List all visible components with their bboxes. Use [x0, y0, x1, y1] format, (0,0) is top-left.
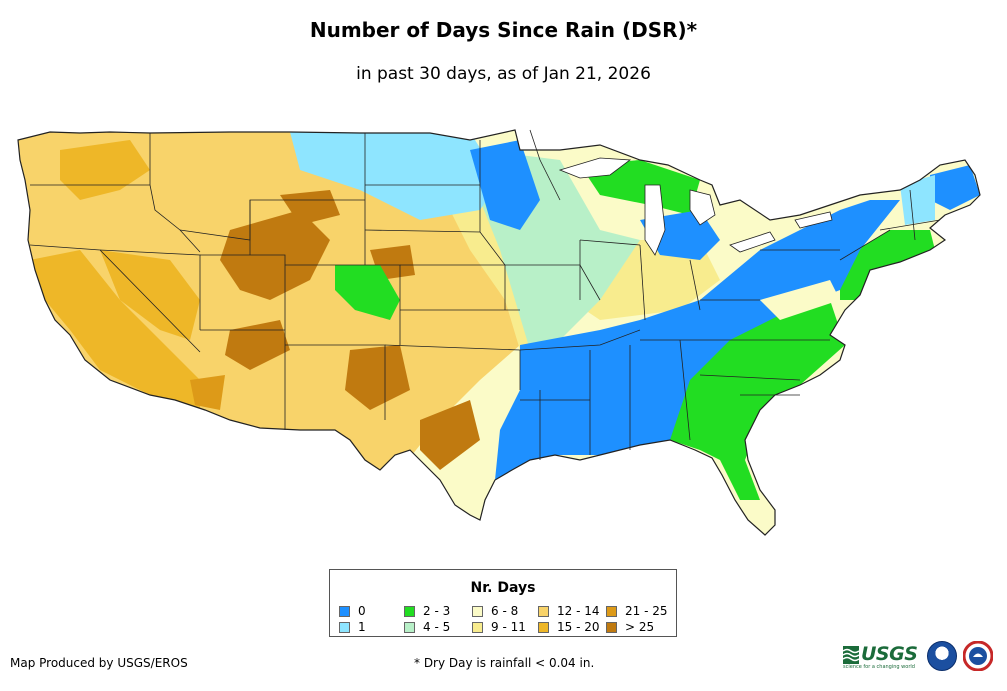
noaa-logo-icon: [927, 641, 957, 671]
legend-title: Nr. Days: [470, 580, 536, 596]
dsr-zones: [18, 130, 980, 535]
zone-15-20-california: [30, 250, 200, 410]
lake-superior: [558, 157, 632, 179]
legend-label: 0: [358, 604, 366, 618]
state-borders: [17, 129, 981, 536]
zone-1-north: [290, 132, 500, 220]
zone-0-minnesota: [470, 140, 540, 230]
legend-swatch-4-5: [404, 622, 415, 633]
dry-day-footnote: * Dry Day is rainfall < 0.04 in.: [414, 656, 595, 670]
zone-21-25-patch: [190, 375, 225, 410]
legend-item-gt25: > 25: [606, 621, 654, 634]
zone-gt25-az: [225, 320, 290, 370]
legend-label: 12 - 14: [557, 604, 600, 618]
usgs-tagline: science for a changing world: [843, 664, 915, 670]
lake-michigan: [644, 184, 666, 256]
zone-1-new-england: [900, 175, 935, 225]
legend-item-9-11: 9 - 11: [472, 621, 526, 634]
zone-6-8-southeast: [760, 280, 840, 320]
legend-label: 6 - 8: [491, 604, 519, 618]
usgs-wave-icon: [843, 646, 859, 664]
great-lakes: [558, 157, 833, 256]
nws-logo-icon: [963, 641, 993, 671]
legend-swatch-21-25: [606, 606, 617, 617]
zone-0-maine: [930, 165, 980, 210]
zone-15-20-nevada: [100, 250, 200, 340]
map-title: Number of Days Since Rain (DSR)*: [309, 18, 698, 42]
lake-ontario: [794, 211, 833, 229]
map-subtitle: in past 30 days, as of Jan 21, 2026: [356, 64, 651, 84]
legend-swatch-0: [339, 606, 350, 617]
lake-huron: [689, 189, 716, 226]
legend-swatch-gt25: [606, 622, 617, 633]
legend-item-12-14: 12 - 14: [538, 605, 600, 618]
zone-gt25-nm: [345, 345, 410, 410]
legend-label: 4 - 5: [423, 620, 451, 634]
legend-item-21-25: 21 - 25: [606, 605, 668, 618]
usgs-logo: USGS science for a changing world: [843, 643, 919, 670]
zone-2-3-colorado: [335, 265, 400, 320]
legend-label: 1: [358, 620, 366, 634]
zone-gt25-tx: [420, 400, 480, 470]
map-credit: Map Produced by USGS/EROS: [10, 656, 188, 670]
legend-item-15-20: 15 - 20: [538, 621, 600, 634]
legend-label: 2 - 3: [423, 604, 451, 618]
legend-item-6-8: 6 - 8: [472, 605, 518, 618]
usgs-logo-text: USGS: [861, 643, 918, 665]
legend-swatch-9-11: [472, 622, 483, 633]
legend-label: 15 - 20: [557, 620, 600, 634]
legend-item-4-5: 4 - 5: [404, 621, 450, 634]
legend-swatch-15-20: [538, 622, 549, 633]
zone-gt25-wyoming: [280, 190, 340, 225]
legend-item-0: 0: [339, 605, 366, 618]
legend-label: > 25: [625, 620, 655, 634]
legend: Nr. Days 0 1 2 - 3 4 - 5 6 - 8 9 - 11 12…: [329, 569, 677, 637]
legend-label: 21 - 25: [625, 604, 668, 618]
legend-item-2-3: 2 - 3: [404, 605, 450, 618]
legend-swatch-2-3: [404, 606, 415, 617]
legend-swatch-1: [339, 622, 350, 633]
legend-swatch-12-14: [538, 606, 549, 617]
legend-label: 9 - 11: [491, 620, 526, 634]
legend-swatch-6-8: [472, 606, 483, 617]
lake-erie: [729, 231, 776, 253]
legend-item-1: 1: [339, 621, 366, 634]
